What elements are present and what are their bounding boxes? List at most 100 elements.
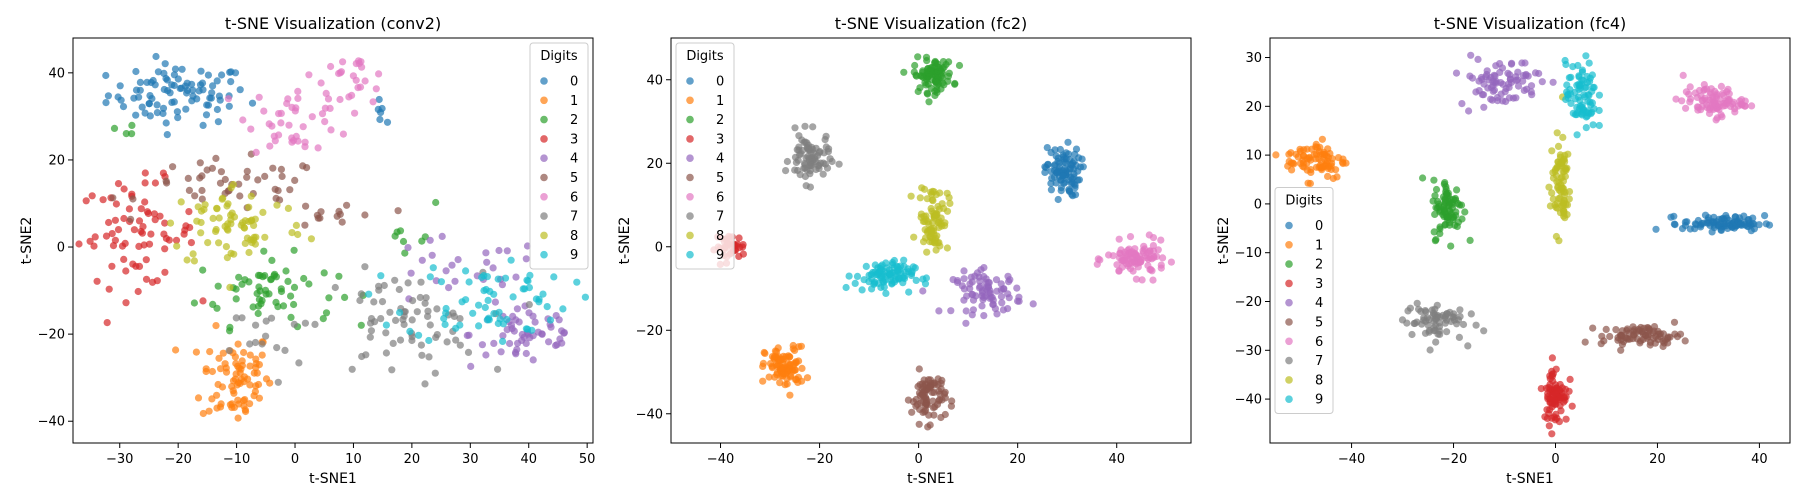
point-digit-2 <box>432 198 440 207</box>
point-digit-6 <box>1154 246 1162 254</box>
point-digit-6 <box>294 94 302 102</box>
point-digit-4 <box>503 247 511 255</box>
point-digit-8 <box>1564 150 1572 158</box>
point-digit-3 <box>1548 430 1556 438</box>
point-digit-6 <box>1128 248 1136 256</box>
point-digit-8 <box>197 229 205 237</box>
point-digit-2 <box>277 285 285 293</box>
point-digit-3 <box>120 214 128 223</box>
point-digit-9 <box>573 278 581 286</box>
point-digit-4 <box>999 306 1008 314</box>
point-digit-2 <box>925 98 933 106</box>
point-digit-5 <box>1612 326 1620 334</box>
y-tick-label: −20 <box>1235 295 1262 310</box>
legend-box <box>1274 187 1334 414</box>
y-tick-label: −40 <box>636 407 663 422</box>
point-digit-4 <box>445 284 453 292</box>
legend-label-6: 6 <box>570 190 578 205</box>
point-digit-6 <box>252 148 260 156</box>
point-digit-8 <box>910 233 918 241</box>
point-digit-2 <box>945 58 953 66</box>
legend-marker-2 <box>1285 260 1293 268</box>
point-digit-4 <box>512 316 520 324</box>
point-digit-2 <box>391 232 399 240</box>
point-digit-1 <box>208 367 216 376</box>
point-digit-8 <box>245 248 253 257</box>
point-digit-1 <box>212 322 220 330</box>
point-digit-2 <box>226 327 234 335</box>
point-digit-0 <box>1057 187 1065 195</box>
point-digit-9 <box>526 271 534 279</box>
point-digit-7 <box>225 347 233 355</box>
point-digit-5 <box>286 186 294 194</box>
point-digit-4 <box>969 306 978 314</box>
point-digit-5 <box>936 390 944 398</box>
point-digit-4 <box>404 244 412 252</box>
point-digit-3 <box>1541 413 1549 421</box>
point-digit-0 <box>1065 187 1074 196</box>
point-digit-5 <box>1618 331 1626 339</box>
point-digit-9 <box>1573 103 1581 111</box>
point-digit-6 <box>1121 248 1129 256</box>
legend-marker-3 <box>540 135 548 143</box>
point-digit-4 <box>969 291 977 299</box>
legend-label-9: 9 <box>1315 393 1323 408</box>
point-digit-0 <box>132 111 140 119</box>
point-digit-7 <box>367 319 375 327</box>
point-digit-6 <box>1115 267 1123 275</box>
point-digit-8 <box>200 205 208 214</box>
point-digit-7 <box>378 298 387 306</box>
point-digit-4 <box>1475 87 1483 95</box>
point-digit-9 <box>1588 87 1596 95</box>
legend-label-3: 3 <box>1315 277 1323 292</box>
point-digit-1 <box>240 348 248 357</box>
point-digit-4 <box>512 350 520 358</box>
point-digit-4 <box>558 327 566 335</box>
point-digit-5 <box>1664 339 1672 347</box>
point-digit-6 <box>1686 98 1694 106</box>
point-digit-0 <box>1047 168 1055 176</box>
point-digit-5 <box>1602 325 1610 333</box>
point-digit-3 <box>150 210 158 218</box>
point-digit-7 <box>382 329 390 337</box>
point-digit-9 <box>523 325 532 333</box>
point-digit-3 <box>1565 387 1573 395</box>
point-digit-1 <box>759 362 767 370</box>
point-digit-6 <box>1115 235 1123 243</box>
point-digit-6 <box>324 95 333 103</box>
point-digit-0 <box>376 115 384 124</box>
point-digit-7 <box>443 338 451 346</box>
point-digit-8 <box>945 194 953 202</box>
point-digit-0 <box>1043 144 1051 152</box>
point-digit-6 <box>285 121 293 129</box>
point-digit-1 <box>258 351 266 359</box>
point-digit-4 <box>483 258 491 266</box>
point-digit-4 <box>997 286 1005 294</box>
point-digit-3 <box>99 196 107 204</box>
legend-label-0: 0 <box>1315 219 1323 234</box>
point-digit-4 <box>1015 293 1023 301</box>
x-tick-label: 20 <box>1009 452 1026 467</box>
scatter-points <box>75 52 590 422</box>
point-digit-6 <box>314 144 322 152</box>
point-digit-8 <box>261 233 269 241</box>
point-digit-9 <box>396 308 404 317</box>
point-digit-9 <box>509 293 517 301</box>
point-digit-7 <box>431 369 439 377</box>
point-digit-2 <box>110 124 119 132</box>
point-digit-3 <box>105 218 113 227</box>
x-axis-label: t-SNE1 <box>907 471 955 487</box>
y-tick-label: 30 <box>1245 51 1262 66</box>
point-digit-0 <box>138 103 146 111</box>
point-digit-6 <box>277 119 285 127</box>
point-digit-2 <box>322 309 331 317</box>
legend-marker-2 <box>540 115 548 124</box>
point-digit-7 <box>396 336 405 344</box>
point-digit-2 <box>214 282 222 290</box>
point-digit-9 <box>426 273 434 281</box>
point-digit-7 <box>422 294 430 302</box>
point-digit-0 <box>218 71 226 79</box>
point-digit-4 <box>1488 96 1496 104</box>
y-tick-label: −10 <box>1235 246 1262 261</box>
